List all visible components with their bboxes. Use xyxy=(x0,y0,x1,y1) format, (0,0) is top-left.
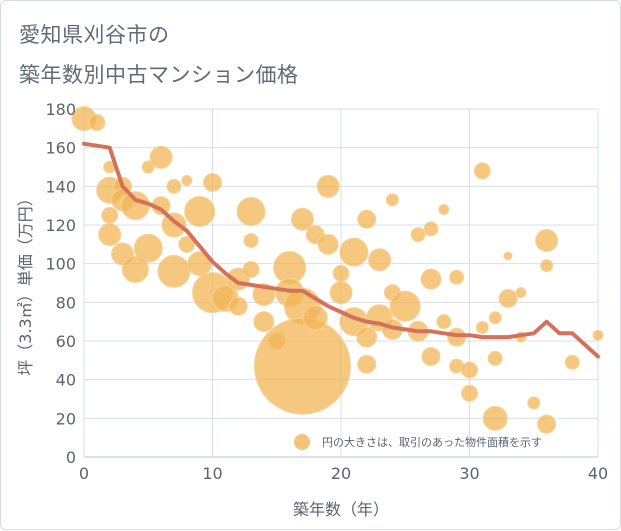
data-bubble xyxy=(420,268,442,290)
data-bubble xyxy=(357,209,377,229)
data-bubble xyxy=(253,311,275,333)
data-bubble xyxy=(515,287,527,299)
data-bubble xyxy=(482,405,508,431)
x-tick-label: 20 xyxy=(331,464,351,483)
x-tick-label: 30 xyxy=(459,464,479,483)
data-bubble xyxy=(503,251,513,261)
data-bubble xyxy=(356,326,378,348)
legend-layer: 円の大きさは、取引のあった物件面積を示す xyxy=(294,434,542,450)
y-tick-label: 40 xyxy=(56,371,76,390)
data-bubble xyxy=(423,221,439,237)
y-tick-label: 80 xyxy=(56,293,76,312)
data-bubble xyxy=(101,206,119,224)
data-bubble xyxy=(537,414,557,434)
data-bubble xyxy=(368,248,392,272)
data-bubble xyxy=(389,290,421,322)
data-bubble xyxy=(161,212,187,238)
data-bubble xyxy=(410,227,426,243)
data-bubble xyxy=(187,251,213,277)
data-bubble xyxy=(535,228,559,252)
data-bubble xyxy=(540,259,554,273)
data-bubble xyxy=(178,235,196,253)
data-bubble xyxy=(203,172,222,192)
data-bubble xyxy=(120,191,150,221)
data-bubble xyxy=(357,354,377,374)
y-tick-label: 180 xyxy=(45,100,76,119)
data-bubble xyxy=(184,195,216,227)
data-bubble xyxy=(329,281,353,305)
legend-text: 円の大きさは、取引のあった物件面積を示す xyxy=(322,435,542,449)
y-axis-title: 坪（3.3㎡）単価（万円） xyxy=(16,190,35,375)
data-bubble xyxy=(461,384,478,402)
data-bubble xyxy=(141,160,155,174)
data-bubble xyxy=(236,196,266,226)
data-bubble xyxy=(149,145,173,169)
data-bubble xyxy=(157,254,191,288)
data-bubble xyxy=(121,255,149,283)
data-bubble xyxy=(253,317,351,415)
data-bubble xyxy=(564,354,580,370)
data-bubble xyxy=(473,162,491,180)
data-bubble xyxy=(461,361,478,379)
data-bubble xyxy=(317,233,339,255)
data-bubble xyxy=(316,174,340,198)
data-bubble xyxy=(385,193,399,207)
chart-title-line1: 愛知県刈谷市の xyxy=(19,23,170,47)
axis-layer: 0 10 20 30 40 0 20 40 60 80 100 120 140 160 180 築年数（年） 坪… xyxy=(16,100,608,519)
y-tick-label: 20 xyxy=(56,409,76,428)
data-bubble xyxy=(181,175,193,187)
x-tick-label: 10 xyxy=(202,464,222,483)
data-bubble xyxy=(498,288,518,308)
y-tick-label: 160 xyxy=(45,139,76,158)
line-layer xyxy=(82,141,600,359)
data-bubble xyxy=(133,233,163,263)
x-axis-title: 築年数（年） xyxy=(293,500,389,519)
data-bubble xyxy=(332,264,350,282)
data-bubble xyxy=(487,350,503,366)
data-bubble xyxy=(302,305,328,331)
data-bubble xyxy=(527,396,541,410)
y-tick-label: 100 xyxy=(45,255,76,274)
legend-bubble-icon xyxy=(294,434,310,450)
data-bubble xyxy=(243,232,259,248)
data-bubble xyxy=(475,320,489,334)
data-bubble xyxy=(449,269,465,285)
data-bubble xyxy=(166,178,182,194)
data-bubble xyxy=(438,204,450,216)
y-tick-label: 0 xyxy=(66,448,76,467)
x-tick-label: 0 xyxy=(79,464,89,483)
y-tick-label: 120 xyxy=(45,216,76,235)
y-tick-label: 140 xyxy=(45,177,76,196)
data-bubble xyxy=(228,296,248,316)
y-tick-label: 60 xyxy=(56,332,76,351)
data-bubble xyxy=(436,314,452,330)
data-bubble xyxy=(421,346,441,366)
average-price-line xyxy=(82,141,600,359)
data-bubble xyxy=(290,207,314,231)
chart-title-line2: 築年数別中古マンション価格 xyxy=(19,63,299,87)
data-bubble xyxy=(98,223,122,247)
data-bubble xyxy=(488,311,502,325)
bubble-layer xyxy=(71,106,604,434)
data-bubble xyxy=(88,114,106,132)
data-bubble xyxy=(592,329,604,341)
x-tick-label: 40 xyxy=(588,464,608,483)
data-bubble xyxy=(242,260,260,278)
data-bubble xyxy=(339,237,369,267)
